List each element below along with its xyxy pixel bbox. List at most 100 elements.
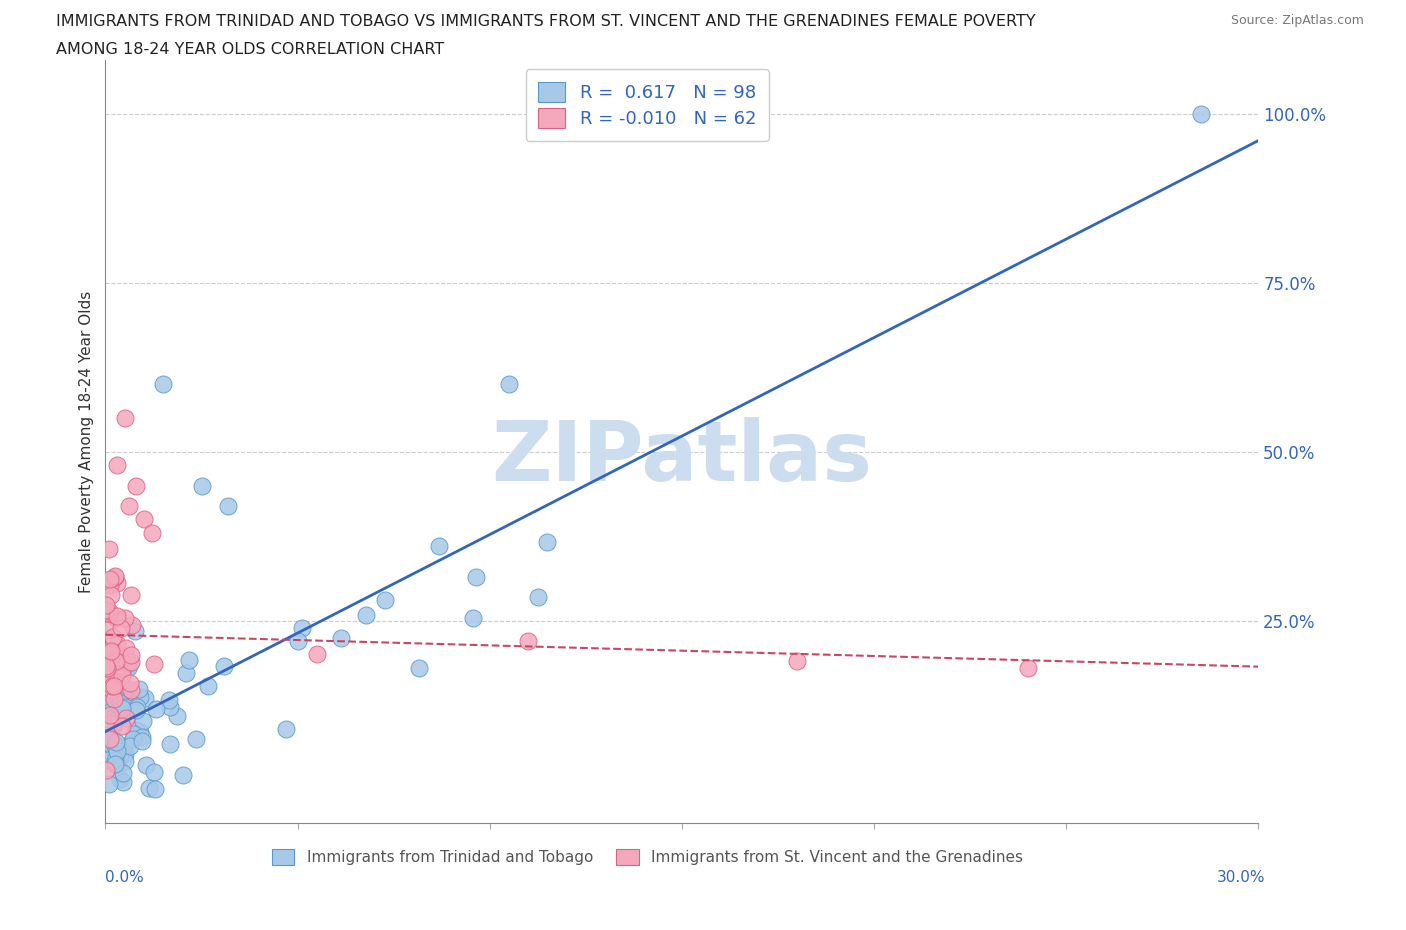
Text: ZIPatlas: ZIPatlas bbox=[492, 417, 872, 498]
Point bbox=[111, 668, 134, 683]
Point bbox=[98, 571, 121, 586]
Point bbox=[98, 732, 121, 747]
Point bbox=[98, 716, 121, 731]
Point bbox=[138, 780, 160, 795]
Point bbox=[107, 707, 129, 722]
Point bbox=[97, 666, 120, 681]
Point bbox=[120, 655, 142, 670]
Point bbox=[111, 651, 134, 666]
Point bbox=[100, 739, 122, 754]
Point bbox=[104, 747, 127, 762]
Point bbox=[212, 658, 235, 673]
Point bbox=[105, 458, 128, 472]
Point bbox=[103, 679, 125, 694]
Point bbox=[179, 652, 201, 667]
Point bbox=[114, 747, 136, 762]
Point bbox=[110, 620, 132, 635]
Point bbox=[105, 741, 128, 756]
Point bbox=[105, 636, 128, 651]
Point bbox=[152, 377, 174, 392]
Point bbox=[114, 611, 136, 626]
Point bbox=[115, 641, 138, 656]
Point bbox=[125, 478, 148, 493]
Point bbox=[96, 602, 118, 617]
Point bbox=[120, 683, 142, 698]
Point bbox=[132, 713, 155, 728]
Point bbox=[131, 734, 153, 749]
Point bbox=[104, 738, 127, 753]
Point bbox=[111, 685, 134, 700]
Point bbox=[114, 711, 136, 725]
Text: 30.0%: 30.0% bbox=[1218, 870, 1265, 884]
Point bbox=[115, 691, 138, 706]
Point bbox=[118, 738, 141, 753]
Point bbox=[104, 569, 127, 584]
Point bbox=[98, 605, 121, 620]
Point bbox=[536, 535, 558, 550]
Point bbox=[120, 648, 142, 663]
Point bbox=[527, 590, 550, 604]
Point bbox=[110, 651, 132, 666]
Point bbox=[190, 478, 212, 493]
Point bbox=[427, 539, 450, 554]
Point bbox=[159, 700, 181, 715]
Point bbox=[104, 707, 127, 722]
Point bbox=[98, 708, 121, 723]
Point bbox=[103, 718, 125, 733]
Point bbox=[110, 718, 132, 733]
Point bbox=[110, 660, 132, 675]
Point bbox=[112, 739, 135, 754]
Point bbox=[114, 411, 136, 426]
Legend: Immigrants from Trinidad and Tobago, Immigrants from St. Vincent and the Grenadi: Immigrants from Trinidad and Tobago, Imm… bbox=[264, 842, 1031, 872]
Point bbox=[96, 644, 118, 659]
Y-axis label: Female Poverty Among 18-24 Year Olds: Female Poverty Among 18-24 Year Olds bbox=[79, 291, 94, 593]
Point bbox=[103, 692, 125, 707]
Text: AMONG 18-24 YEAR OLDS CORRELATION CHART: AMONG 18-24 YEAR OLDS CORRELATION CHART bbox=[56, 42, 444, 57]
Point bbox=[128, 690, 150, 705]
Point bbox=[96, 661, 118, 676]
Point bbox=[114, 753, 136, 768]
Point bbox=[112, 658, 135, 673]
Point bbox=[101, 630, 124, 644]
Point bbox=[141, 525, 163, 540]
Point bbox=[104, 752, 127, 767]
Point bbox=[105, 744, 128, 759]
Point bbox=[117, 498, 139, 513]
Point bbox=[96, 763, 118, 777]
Point bbox=[96, 660, 118, 675]
Point bbox=[1017, 660, 1039, 675]
Point bbox=[98, 777, 121, 791]
Point bbox=[173, 768, 195, 783]
Point bbox=[103, 711, 125, 725]
Point bbox=[115, 655, 138, 670]
Point bbox=[121, 655, 143, 670]
Point bbox=[354, 608, 377, 623]
Point bbox=[105, 609, 128, 624]
Point bbox=[125, 723, 148, 737]
Point bbox=[117, 660, 139, 675]
Point bbox=[465, 569, 488, 584]
Text: Source: ZipAtlas.com: Source: ZipAtlas.com bbox=[1230, 14, 1364, 27]
Point bbox=[145, 702, 167, 717]
Point bbox=[184, 732, 207, 747]
Point bbox=[110, 748, 132, 763]
Point bbox=[111, 705, 134, 720]
Point bbox=[96, 691, 118, 706]
Point bbox=[115, 660, 138, 675]
Point bbox=[111, 678, 134, 693]
Point bbox=[100, 588, 122, 603]
Point bbox=[107, 757, 129, 772]
Point bbox=[101, 716, 124, 731]
Point bbox=[122, 727, 145, 742]
Point bbox=[100, 678, 122, 693]
Point bbox=[129, 724, 152, 739]
Point bbox=[121, 732, 143, 747]
Point bbox=[98, 729, 121, 744]
Point bbox=[108, 772, 131, 787]
Point bbox=[111, 700, 134, 715]
Point bbox=[112, 660, 135, 675]
Point bbox=[100, 724, 122, 739]
Point bbox=[128, 682, 150, 697]
Point bbox=[131, 729, 153, 744]
Point bbox=[104, 654, 127, 669]
